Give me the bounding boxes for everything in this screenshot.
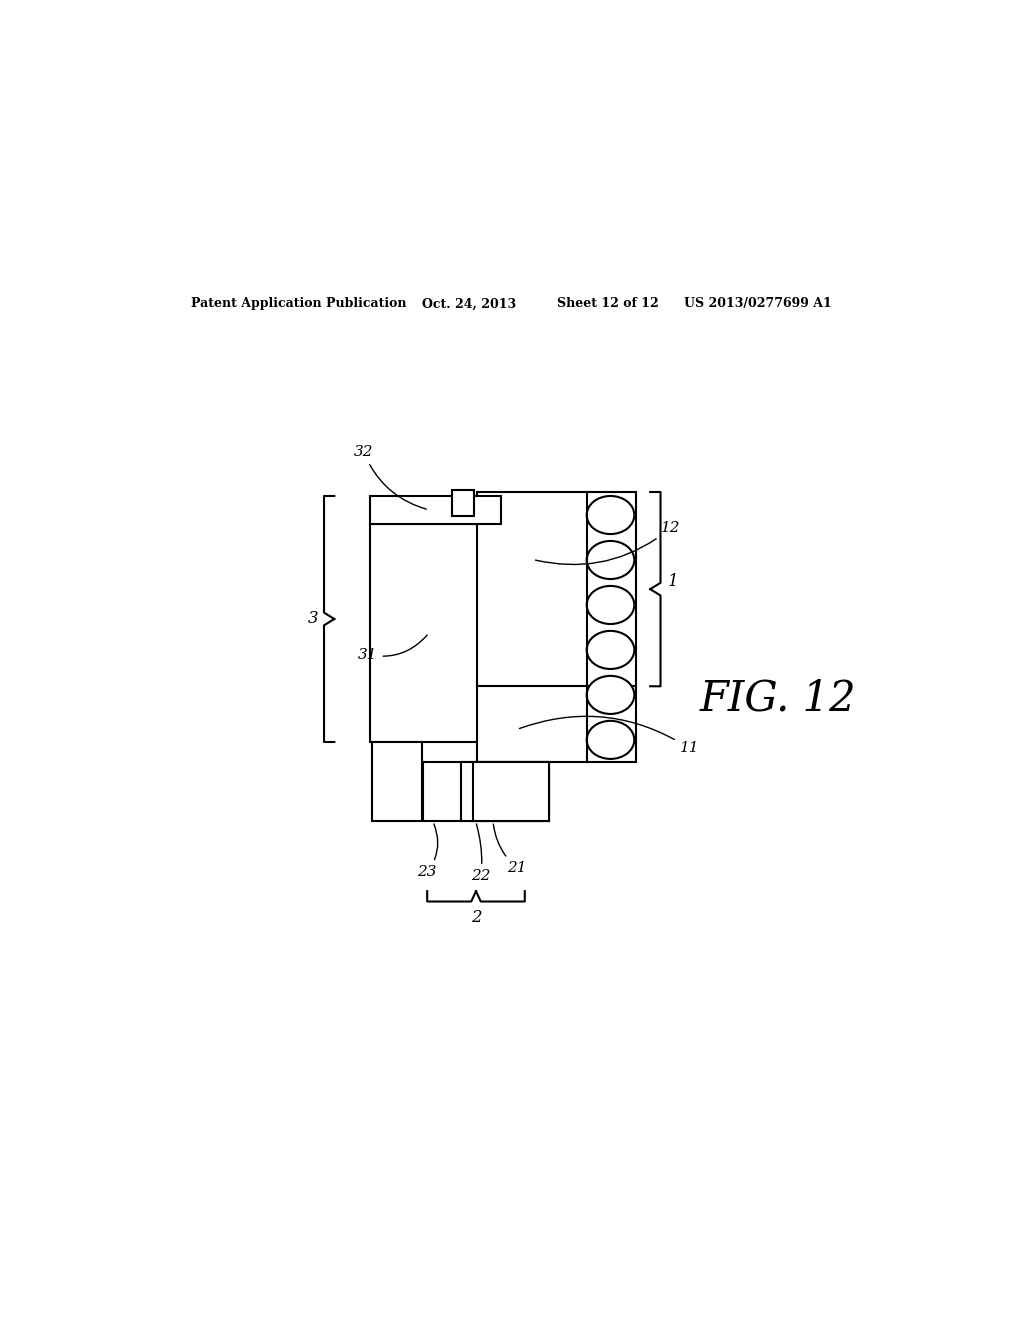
Text: 12: 12 [536, 520, 681, 565]
Ellipse shape [587, 586, 634, 624]
Ellipse shape [587, 631, 634, 669]
Text: 3: 3 [308, 610, 318, 627]
Text: 22: 22 [471, 824, 490, 883]
Bar [370, 496, 501, 524]
Bar [452, 491, 474, 516]
Text: US 2013/0277699 A1: US 2013/0277699 A1 [684, 297, 831, 310]
Ellipse shape [587, 541, 634, 579]
Ellipse shape [587, 676, 634, 714]
Text: 21: 21 [494, 824, 526, 875]
Bar [473, 762, 549, 821]
Text: FIG. 12: FIG. 12 [699, 677, 856, 719]
Text: 11: 11 [519, 717, 699, 755]
Bar [373, 742, 422, 821]
Ellipse shape [587, 496, 634, 535]
Text: 31: 31 [358, 635, 427, 661]
Bar [477, 492, 636, 762]
Bar [461, 762, 549, 821]
Bar [423, 762, 549, 821]
Ellipse shape [587, 721, 634, 759]
Bar [370, 524, 477, 742]
Text: 23: 23 [418, 824, 438, 879]
Text: 2: 2 [471, 908, 481, 925]
Text: Oct. 24, 2013: Oct. 24, 2013 [422, 297, 516, 310]
Text: 1: 1 [668, 573, 678, 590]
Text: Sheet 12 of 12: Sheet 12 of 12 [557, 297, 658, 310]
Text: 32: 32 [354, 445, 426, 510]
Text: Patent Application Publication: Patent Application Publication [191, 297, 407, 310]
